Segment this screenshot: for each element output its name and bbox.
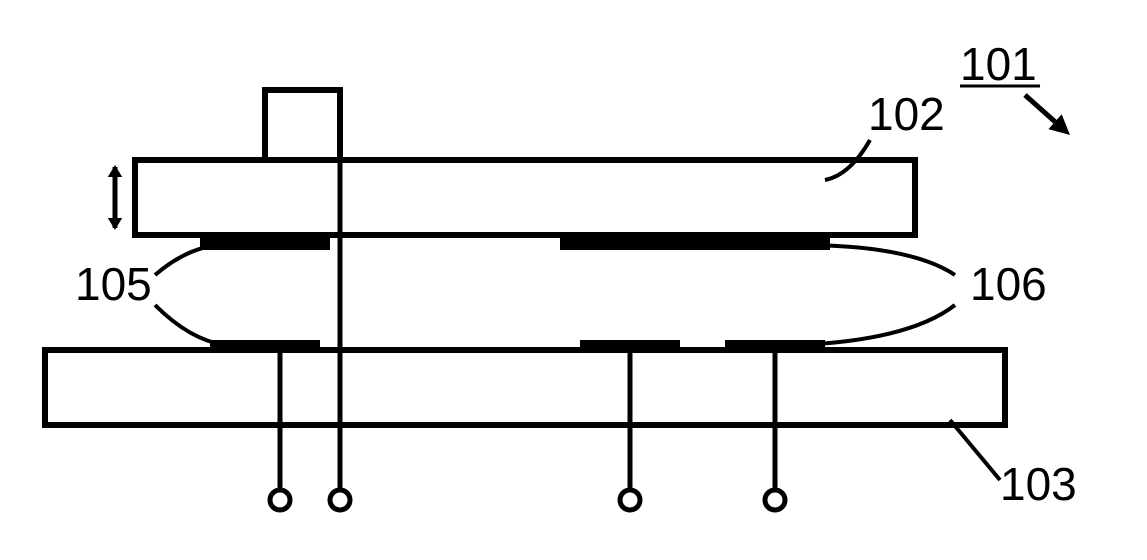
label-ref106: 106 [970, 258, 1047, 310]
terminal-3-pin [620, 490, 640, 510]
terminal-1-pin [270, 490, 290, 510]
label-ref101: 101 [960, 38, 1037, 90]
electrode-top-left [200, 235, 330, 250]
label-ref103: 103 [1000, 458, 1077, 510]
electrode-bottom-left [210, 340, 320, 352]
terminal-4-pin [765, 490, 785, 510]
electrode-top-right [560, 235, 830, 250]
label-ref102: 102 [868, 88, 945, 140]
terminal-2-pin [330, 490, 350, 510]
label-ref105: 105 [75, 258, 152, 310]
